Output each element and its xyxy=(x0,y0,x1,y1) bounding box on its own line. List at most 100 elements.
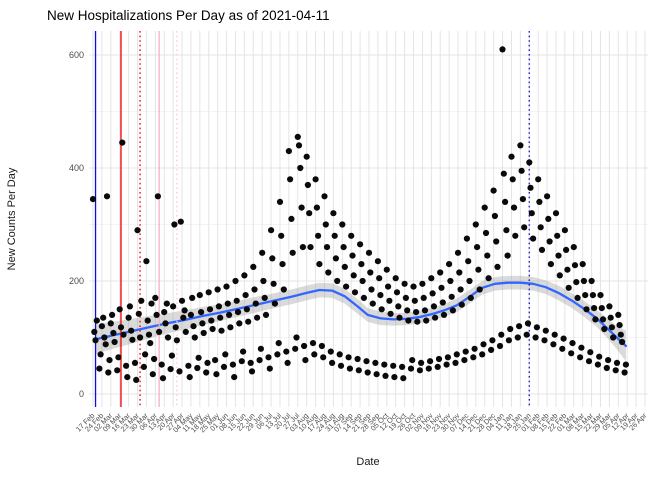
data-point xyxy=(402,294,409,301)
data-point xyxy=(242,292,249,299)
data-point xyxy=(453,351,460,358)
data-point xyxy=(209,325,216,333)
data-point xyxy=(414,318,421,325)
data-point xyxy=(481,204,488,211)
data-point xyxy=(428,275,435,282)
data-point xyxy=(227,324,234,331)
data-point xyxy=(432,314,439,321)
data-point xyxy=(528,210,535,217)
data-point xyxy=(337,362,345,369)
data-point xyxy=(386,297,393,304)
data-point xyxy=(535,176,542,183)
data-point xyxy=(448,293,455,300)
data-point xyxy=(206,306,214,313)
data-point xyxy=(357,241,364,248)
data-point xyxy=(351,289,359,296)
data-point xyxy=(411,297,418,304)
data-point xyxy=(243,306,250,313)
data-point xyxy=(494,263,501,270)
data-point xyxy=(329,359,336,366)
data-point xyxy=(425,365,432,372)
data-point xyxy=(619,338,626,346)
data-point xyxy=(330,210,337,217)
data-point xyxy=(444,354,451,361)
data-point xyxy=(154,193,161,200)
data-point xyxy=(173,337,180,344)
data-point xyxy=(303,153,310,160)
data-point xyxy=(465,258,472,265)
data-point xyxy=(203,369,210,376)
data-point xyxy=(177,218,184,225)
data-point xyxy=(231,374,238,381)
data-point xyxy=(350,272,357,279)
data-point xyxy=(298,204,305,211)
data-point xyxy=(241,272,248,279)
data-point xyxy=(372,359,379,366)
data-point xyxy=(313,204,320,211)
y-tick-label: 600 xyxy=(69,50,84,60)
data-point xyxy=(162,320,169,327)
data-point xyxy=(315,232,322,239)
data-point xyxy=(416,367,423,374)
data-point xyxy=(233,297,240,304)
data-point xyxy=(288,215,295,222)
data-point xyxy=(236,320,243,327)
data-point xyxy=(355,367,362,374)
data-point xyxy=(304,181,311,189)
chart-title: New Hospitalizations Per Day as of 2021-… xyxy=(47,8,330,23)
data-point xyxy=(119,139,126,146)
data-point xyxy=(559,345,566,352)
ribbon-area xyxy=(95,275,626,362)
data-point xyxy=(345,354,352,361)
data-point xyxy=(499,46,506,53)
data-point xyxy=(461,357,468,364)
data-point xyxy=(474,244,481,251)
y-tick-label: 400 xyxy=(69,163,84,173)
data-point xyxy=(610,334,617,341)
data-point xyxy=(232,277,239,285)
data-point xyxy=(334,277,341,285)
data-point xyxy=(594,361,602,368)
data-point xyxy=(151,355,158,363)
data-point xyxy=(163,300,170,307)
data-point xyxy=(309,340,317,347)
data-point xyxy=(377,292,384,299)
data-point xyxy=(589,292,597,299)
data-point xyxy=(598,305,605,312)
data-point xyxy=(318,342,325,350)
data-point xyxy=(571,262,579,269)
data-point xyxy=(354,355,361,363)
data-point xyxy=(503,227,510,234)
data-point xyxy=(378,306,385,313)
data-point xyxy=(613,359,621,366)
data-point xyxy=(259,249,266,256)
data-point xyxy=(488,346,495,353)
data-point xyxy=(621,369,628,376)
data-point xyxy=(617,331,624,338)
data-point xyxy=(214,286,221,293)
data-point xyxy=(496,342,504,350)
data-point xyxy=(181,307,188,314)
annotation-vlines xyxy=(94,31,530,407)
data-point xyxy=(145,331,153,338)
data-point xyxy=(419,280,426,287)
data-point xyxy=(484,252,491,259)
data-point xyxy=(205,289,212,296)
data-point xyxy=(443,361,450,368)
data-point xyxy=(120,331,127,338)
data-point xyxy=(143,258,150,265)
data-point xyxy=(383,266,390,273)
data-point xyxy=(475,266,482,273)
data-point xyxy=(551,331,558,338)
data-point xyxy=(285,148,292,155)
data-point xyxy=(107,320,114,327)
data-point xyxy=(382,372,389,379)
data-point xyxy=(574,294,581,301)
data-point xyxy=(147,340,154,347)
data-point xyxy=(178,297,186,304)
data-point xyxy=(479,351,486,358)
data-point xyxy=(114,367,121,374)
data-point xyxy=(533,324,541,331)
data-point xyxy=(396,314,403,321)
data-point xyxy=(226,311,233,318)
